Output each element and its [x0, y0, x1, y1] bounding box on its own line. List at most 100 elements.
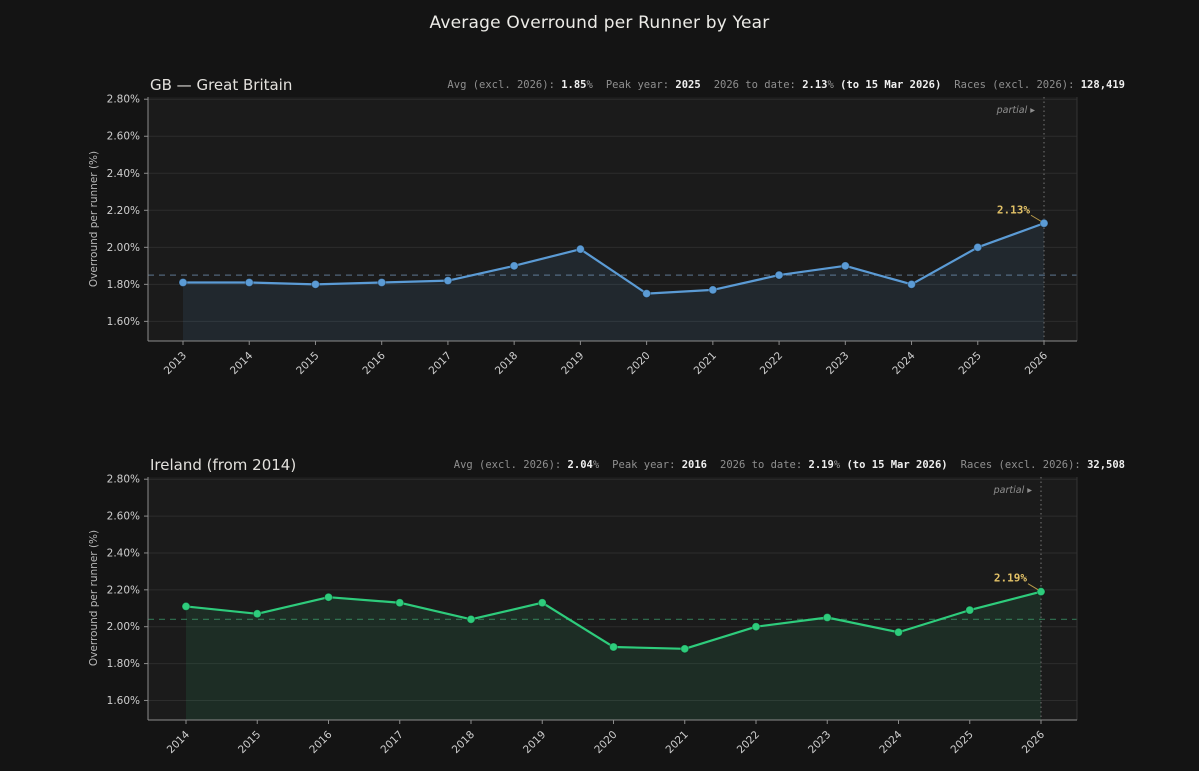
- ireland-y-axis-label: Overround per runner (%): [88, 529, 100, 667]
- ireland-chart-stats: Avg (excl. 2026): 2.04% Peak year: 2016 20…: [454, 459, 1125, 471]
- data-point: [609, 642, 618, 652]
- y-tick-label: 2.60%: [107, 131, 140, 143]
- x-tick-label: 2022: [735, 729, 762, 756]
- gb-chart-stats: Avg (excl. 2026): 1.85% Peak year: 2025 20…: [447, 79, 1125, 91]
- y-tick-label: 2.00%: [107, 621, 140, 633]
- data-line: [181, 222, 1046, 295]
- gb-chart-plot: partial ▸ 1.60% 1.80% 2.00% 2.20% 2.40% 2.60% 2…: [107, 94, 1078, 377]
- x-tick-label: 2019: [559, 350, 586, 377]
- stat-label: Peak year:: [605, 79, 676, 91]
- data-point: [973, 242, 983, 252]
- x-tick-label: 2020: [592, 729, 619, 756]
- stat-suffix: %: [586, 79, 593, 91]
- stat-extra: (to 15 Mar 2026): [840, 459, 948, 471]
- x-tick-label: 2016: [307, 728, 335, 756]
- y-tick-label: 2.00%: [107, 242, 140, 254]
- data-point: [1036, 587, 1046, 597]
- stat-item: Avg (excl. 2026): 2.04%: [454, 459, 599, 471]
- x-tick-label: 2026: [1023, 349, 1051, 377]
- stat-extra: (to 15 Mar 2026): [833, 79, 942, 91]
- data-point: [751, 622, 761, 632]
- x-tick-label: 2017: [427, 350, 454, 377]
- annotation-leader: [1027, 583, 1039, 591]
- data-point: [894, 627, 903, 637]
- x-tick-label: 2015: [294, 350, 321, 377]
- stat-value: 32,508: [1087, 459, 1125, 471]
- y-tick-label: 2.60%: [107, 511, 140, 523]
- stat-label: 2026 to date:: [713, 79, 803, 91]
- stat-value: 1.85: [561, 79, 587, 91]
- data-point: [907, 279, 917, 289]
- partial-label: partial ▸: [993, 485, 1033, 496]
- data-point: [377, 277, 387, 287]
- data-point: [1039, 218, 1049, 228]
- data-point: [244, 277, 254, 287]
- y-tick-label: 1.80%: [107, 279, 140, 291]
- stat-value: 2.13: [802, 79, 828, 91]
- y-tick-label: 2.20%: [107, 584, 140, 596]
- x-tick-label: 2019: [521, 729, 548, 756]
- x-tick-label: 2024: [877, 728, 905, 756]
- stat-value: 2025: [675, 79, 701, 91]
- stat-item: Races (excl. 2026): 128,419: [954, 79, 1125, 91]
- data-point: [642, 289, 652, 299]
- y-tick-label: 2.80%: [107, 474, 140, 486]
- x-tick-label: 2013: [162, 350, 189, 377]
- data-point: [178, 277, 188, 287]
- y-tick-label: 2.40%: [107, 168, 140, 180]
- data-point: [537, 598, 547, 608]
- stat-value: 128,419: [1080, 79, 1125, 91]
- data-point: [443, 276, 453, 286]
- y-tick-label: 2.80%: [107, 94, 140, 106]
- annotation-label: 2.13%: [997, 203, 1030, 216]
- stat-label: Avg (excl. 2026):: [447, 79, 562, 91]
- data-point: [181, 601, 191, 611]
- data-point: [822, 612, 832, 622]
- stat-suffix: %: [833, 459, 841, 471]
- x-tick-label: 2020: [625, 350, 652, 377]
- data-point: [252, 609, 262, 619]
- stat-value: 2.19: [808, 459, 834, 471]
- data-point: [310, 279, 320, 289]
- page-title: Average Overround per Runner by Year: [429, 13, 770, 33]
- data-point: [680, 644, 690, 654]
- stat-value: 2.04: [567, 459, 593, 471]
- data-point: [708, 285, 718, 295]
- x-tick-label: 2026: [1020, 728, 1048, 756]
- gb-y-axis-label: Overround per runner (%): [88, 150, 100, 288]
- x-tick-label: 2025: [957, 350, 984, 377]
- area-fill: [183, 223, 1044, 341]
- data-point: [965, 605, 975, 615]
- x-tick-label: 2014: [165, 728, 193, 756]
- stat-suffix: %: [592, 459, 600, 471]
- ireland-chart-plot: partial ▸ 1.60% 1.80% 2.00% 2.20% 2.40% 2.60% 2…: [107, 474, 1078, 756]
- data-point: [324, 592, 333, 602]
- stat-label: Races (excl. 2026):: [960, 459, 1088, 471]
- area-fill: [186, 591, 1041, 720]
- stat-label: Avg (excl. 2026):: [453, 459, 568, 471]
- stat-suffix: %: [827, 79, 834, 91]
- annotation-leader: [1030, 214, 1042, 222]
- data-point: [575, 244, 585, 254]
- stat-item: Peak year: 2025: [606, 79, 701, 91]
- data-point: [509, 261, 519, 271]
- partial-label: partial ▸: [996, 105, 1036, 116]
- gb-chart-title: GB — Great Britain: [150, 76, 293, 94]
- stat-item: 2026 to date: 2.13% (to 15 Mar 2026): [714, 79, 942, 91]
- x-tick-label: 2014: [228, 349, 256, 377]
- x-tick-label: 2018: [450, 729, 477, 756]
- stat-value: 2016: [681, 459, 708, 471]
- y-tick-label: 1.60%: [107, 316, 140, 328]
- data-point: [774, 270, 784, 280]
- stat-label: Peak year:: [612, 459, 682, 471]
- annotation-label: 2.19%: [994, 572, 1027, 585]
- x-tick-label: 2022: [758, 350, 785, 377]
- x-tick-label: 2023: [824, 350, 851, 377]
- x-tick-label: 2015: [236, 729, 263, 756]
- data-point: [466, 614, 476, 624]
- x-tick-label: 2021: [663, 729, 690, 756]
- stat-item: Races (excl. 2026): 32,508: [961, 459, 1125, 471]
- x-tick-label: 2023: [806, 729, 833, 756]
- y-tick-label: 1.80%: [107, 658, 140, 670]
- x-tick-label: 2018: [493, 350, 520, 377]
